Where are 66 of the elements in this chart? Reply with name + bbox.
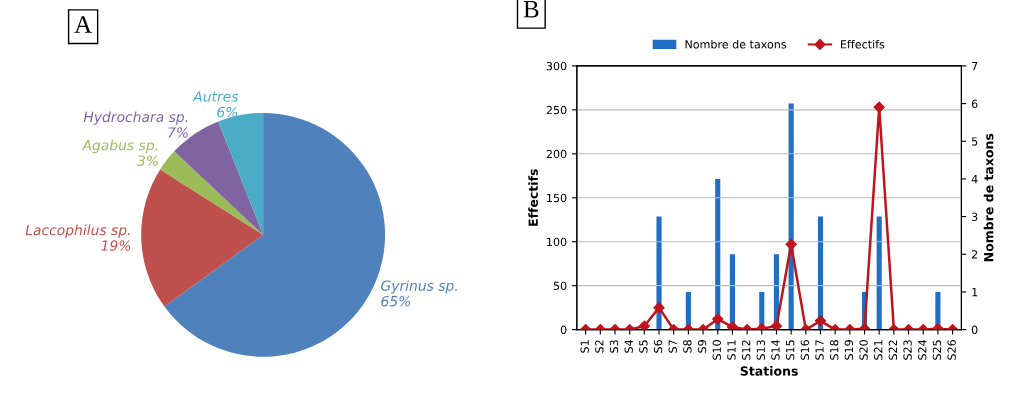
y2-tick-label: 6 bbox=[971, 99, 978, 108]
y-tick-label: 100 bbox=[547, 237, 567, 247]
y-tick-label: 200 bbox=[546, 149, 567, 159]
x-tick-label: S21 bbox=[874, 340, 883, 360]
y2-tick-label: 5 bbox=[971, 137, 978, 146]
x-tick-label: S19 bbox=[844, 340, 854, 360]
point bbox=[873, 101, 885, 113]
data-label: 3% bbox=[137, 155, 158, 166]
x-tick-label: S25 bbox=[932, 340, 942, 360]
x-tick-label: S7 bbox=[668, 340, 677, 353]
y-tick-label: 250 bbox=[546, 105, 567, 115]
point bbox=[770, 320, 783, 330]
x-axis-title: Stations bbox=[740, 366, 798, 376]
x-tick-label: S4 bbox=[624, 339, 633, 353]
data-label: 19% bbox=[101, 240, 131, 251]
y-tick-label: 50 bbox=[553, 281, 567, 291]
y-tick-label: 300 bbox=[546, 61, 567, 71]
slice-label: Laccophilus sp. bbox=[25, 224, 130, 238]
x-tick-label: S26 bbox=[947, 340, 956, 360]
x-tick-label: S17 bbox=[815, 340, 824, 360]
y-tick-label: 150 bbox=[547, 193, 567, 203]
data-label: 7% bbox=[168, 127, 188, 138]
y2-axis-title: Nombre de taxons bbox=[983, 133, 994, 262]
x-tick-label: S8 bbox=[683, 340, 692, 353]
x-tick-label: S24 bbox=[918, 339, 927, 360]
x-tick-label: S14 bbox=[771, 339, 780, 360]
y-axis-title: Effectifs bbox=[528, 169, 538, 226]
text: A bbox=[74, 16, 92, 33]
data-label: 6% bbox=[217, 106, 238, 118]
slice-label: Autres bbox=[192, 91, 239, 102]
x-tick-label: S2 bbox=[595, 340, 604, 353]
x-tick-label: S20 bbox=[859, 340, 868, 360]
x-tick-label: S1 bbox=[580, 340, 589, 353]
bar bbox=[656, 216, 662, 330]
slice-label: Gyrinus sp. bbox=[381, 280, 457, 294]
x-tick-label: S3 bbox=[609, 340, 619, 353]
text: B bbox=[523, 0, 539, 18]
legend-label: Nombre de taxons bbox=[685, 39, 787, 49]
bar bbox=[876, 216, 882, 330]
y2-tick-label: 1 bbox=[972, 288, 978, 297]
pie-slice bbox=[141, 169, 264, 307]
x-tick-label: S23 bbox=[903, 340, 912, 360]
x-tick-label: S5 bbox=[639, 340, 648, 353]
x-tick-label: S9 bbox=[697, 340, 707, 353]
point bbox=[638, 320, 650, 330]
x-tick-label: S11 bbox=[727, 340, 736, 360]
y2-tick-label: 0 bbox=[971, 325, 978, 334]
x-tick-label: S15 bbox=[785, 340, 795, 360]
slice-label: Hydrochara sp. bbox=[83, 111, 188, 125]
x-tick-label: S13 bbox=[756, 340, 766, 360]
x-tick-label: S12 bbox=[741, 340, 751, 360]
y-tick-label: 0 bbox=[560, 325, 567, 334]
x-tick-label: S16 bbox=[800, 340, 810, 360]
y2-tick-label: 4 bbox=[971, 175, 978, 184]
y2-tick-label: 2 bbox=[971, 250, 978, 259]
point bbox=[785, 238, 797, 250]
y2-tick-label: 7 bbox=[972, 62, 978, 71]
pie-slice bbox=[160, 151, 264, 235]
slice-label: Agabus sp. bbox=[81, 139, 158, 154]
y2-tick-label: 3 bbox=[971, 212, 978, 221]
x-tick-label: S10 bbox=[712, 340, 721, 360]
data-label: 65% bbox=[381, 295, 411, 307]
x-tick-label: S22 bbox=[888, 340, 898, 360]
x-tick-label: S18 bbox=[829, 340, 839, 360]
legend-label: Effectifs bbox=[841, 39, 885, 49]
x-tick-label: S6 bbox=[653, 340, 663, 353]
